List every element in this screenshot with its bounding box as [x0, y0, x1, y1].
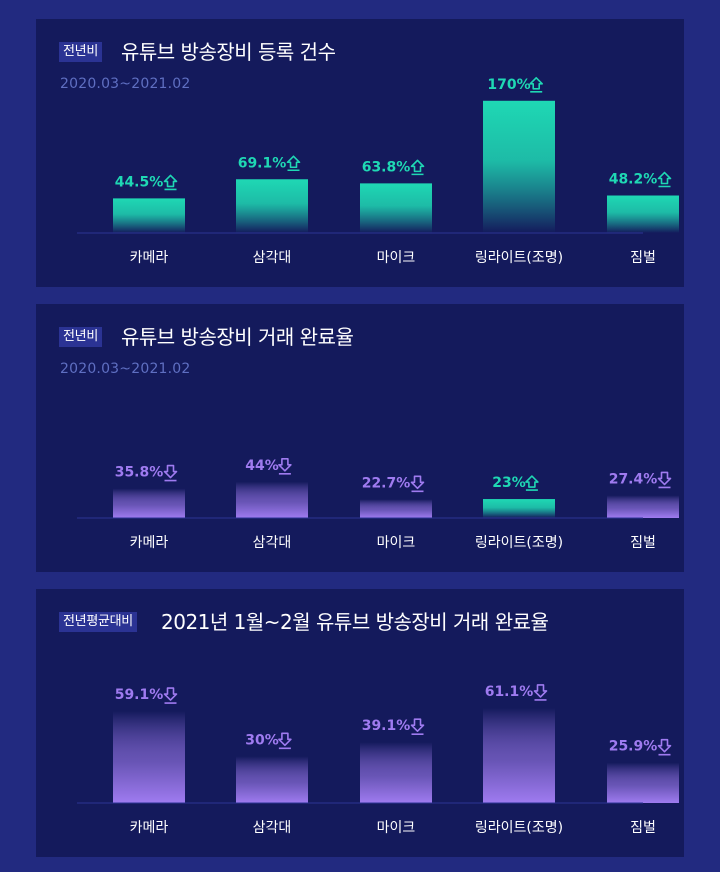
bar-chart-2021-completion-rate: 59.1% 카메라 30% 삼각대 39.1% 마이크 61.1% 링라이트(조명) 25.9%…	[77, 684, 679, 836]
category-label: 삼각대	[253, 250, 292, 266]
category-label: 링라이트(조명)	[475, 535, 563, 551]
bar-chart-registrations: 44.5% 카메라 69.1% 삼각대 63.8% 마이크 170% 링라이트(조명) 48.2…	[77, 76, 679, 266]
value-label: 69.1%	[238, 155, 287, 171]
bar-0	[113, 198, 185, 233]
arrow-down-icon	[657, 738, 672, 756]
bar-1	[236, 179, 308, 233]
value-label: 22.7%	[362, 475, 411, 491]
value-label: 59.1%	[115, 687, 164, 703]
category-label: 카메라	[130, 535, 169, 551]
value-label: 170%	[487, 77, 530, 93]
arrow-up-icon	[410, 159, 425, 176]
bar-3	[483, 499, 555, 518]
comparison-badge: 전년비	[59, 327, 102, 347]
chart-title: 2021년 1월~2월 유튜브 방송장비 거래 완료율	[161, 610, 549, 634]
category-label: 마이크	[377, 820, 416, 836]
value-label: 25.9%	[609, 739, 658, 755]
bar-0	[113, 711, 185, 803]
bar-2	[360, 742, 432, 803]
arrow-down-icon	[163, 687, 178, 704]
bar-3	[483, 100, 555, 234]
category-label: 카메라	[130, 820, 169, 836]
value-label: 23%	[492, 475, 526, 491]
value-label: 44%	[245, 458, 279, 474]
value-label: 44.5%	[115, 174, 164, 190]
arrow-down-icon	[533, 684, 548, 701]
arrow-down-icon	[410, 718, 425, 735]
arrow-down-icon	[278, 732, 292, 750]
bar-1	[236, 756, 308, 803]
bar-0	[113, 488, 185, 518]
arrow-down-icon	[163, 464, 178, 482]
comparison-badge: 전년비	[59, 42, 102, 62]
panel-2021-completion-rate: 전년평균대비 2021년 1월~2월 유튜브 방송장비 거래 완료율 59.1%…	[36, 589, 684, 857]
panel-registrations: 전년비 유튜브 방송장비 등록 건수 2020.03~2021.02 44.5%…	[36, 19, 684, 287]
category-label: 링라이트(조명)	[475, 250, 563, 266]
category-label: 삼각대	[253, 535, 292, 551]
bar-4	[607, 762, 679, 803]
bar-1	[236, 481, 308, 518]
value-label: 35.8%	[115, 465, 164, 481]
value-label: 30%	[245, 732, 279, 748]
category-label: 짐벌	[630, 535, 656, 551]
value-label: 48.2%	[609, 172, 658, 188]
value-label: 61.1%	[485, 684, 534, 700]
bar-2	[360, 499, 432, 518]
bar-4	[607, 195, 679, 233]
chart-title: 유튜브 방송장비 거래 완료율	[121, 325, 354, 349]
bar-3	[483, 707, 555, 803]
category-label: 짐벌	[630, 820, 656, 836]
arrow-up-icon	[657, 171, 672, 188]
date-range: 2020.03~2021.02	[60, 361, 191, 377]
category-label: 마이크	[377, 535, 416, 551]
arrow-up-icon	[525, 475, 539, 491]
arrow-up-icon	[286, 155, 301, 172]
value-label: 63.8%	[362, 159, 411, 175]
date-range: 2020.03~2021.02	[60, 76, 191, 92]
bar-2	[360, 183, 432, 233]
panel-completion-rate: 전년비 유튜브 방송장비 거래 완료율 2020.03~2021.02 35.8…	[36, 304, 684, 572]
arrow-up-icon	[163, 174, 178, 191]
comparison-badge: 전년평균대비	[59, 612, 137, 632]
bar-4	[607, 495, 679, 518]
bar-chart-completion-rate: 35.8% 카메라 44% 삼각대 22.7% 마이크 23% 링라이트(조명) 27.4% 짐벌	[77, 457, 679, 551]
value-label: 39.1%	[362, 718, 411, 734]
chart-title: 유튜브 방송장비 등록 건수	[121, 40, 336, 64]
arrow-down-icon	[278, 457, 292, 475]
category-label: 삼각대	[253, 820, 292, 836]
category-label: 카메라	[130, 250, 169, 266]
value-label: 27.4%	[609, 471, 658, 487]
arrow-down-icon	[410, 475, 425, 493]
arrow-up-icon	[529, 76, 543, 93]
category-label: 마이크	[377, 250, 416, 266]
category-label: 짐벌	[630, 250, 656, 266]
category-label: 링라이트(조명)	[475, 820, 563, 836]
arrow-down-icon	[657, 471, 672, 489]
